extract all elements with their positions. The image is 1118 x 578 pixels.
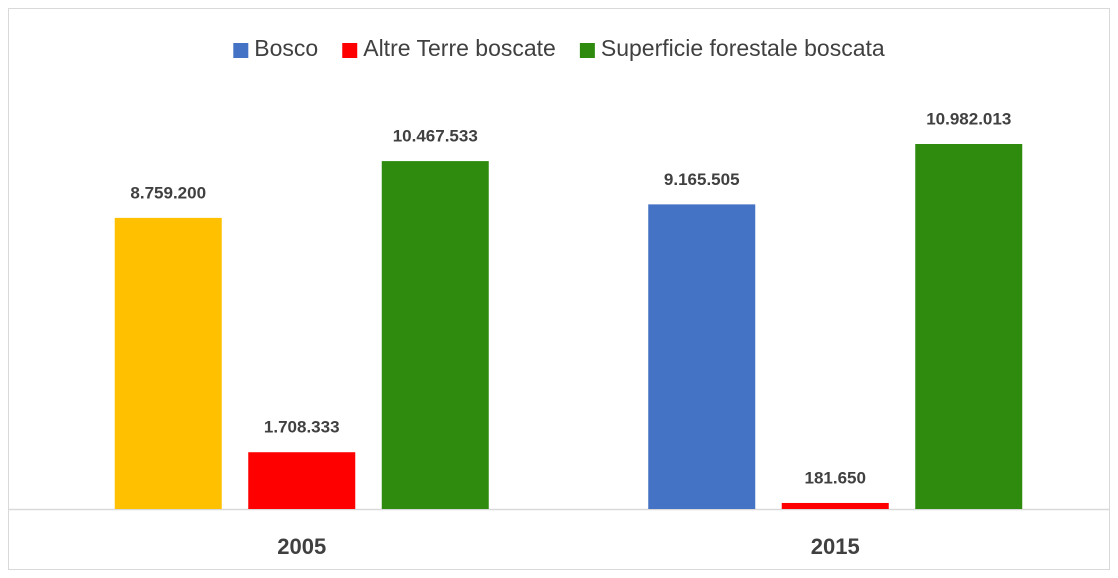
data-label: 1.708.333 bbox=[264, 418, 340, 437]
legend-label: Superficie forestale boscata bbox=[601, 35, 885, 61]
data-label: 10.982.013 bbox=[926, 109, 1011, 128]
data-label: 8.759.200 bbox=[130, 183, 206, 202]
data-label: 181.650 bbox=[805, 468, 866, 487]
legend-label: Bosco bbox=[254, 35, 318, 61]
legend-label: Altre Terre boscate bbox=[363, 35, 556, 61]
data-label: 10.467.533 bbox=[393, 127, 478, 146]
x-tick-label: 2005 bbox=[277, 534, 326, 559]
x-tick-label: 2015 bbox=[811, 534, 860, 559]
legend-swatch bbox=[233, 43, 249, 58]
data-label: 9.165.505 bbox=[664, 170, 740, 189]
legend-swatch bbox=[342, 43, 358, 58]
bar bbox=[248, 452, 356, 509]
legend-swatch bbox=[579, 43, 595, 58]
bar bbox=[381, 161, 489, 509]
bar bbox=[781, 502, 889, 509]
bar bbox=[114, 217, 222, 509]
bar bbox=[915, 144, 1023, 509]
bar bbox=[648, 204, 756, 509]
